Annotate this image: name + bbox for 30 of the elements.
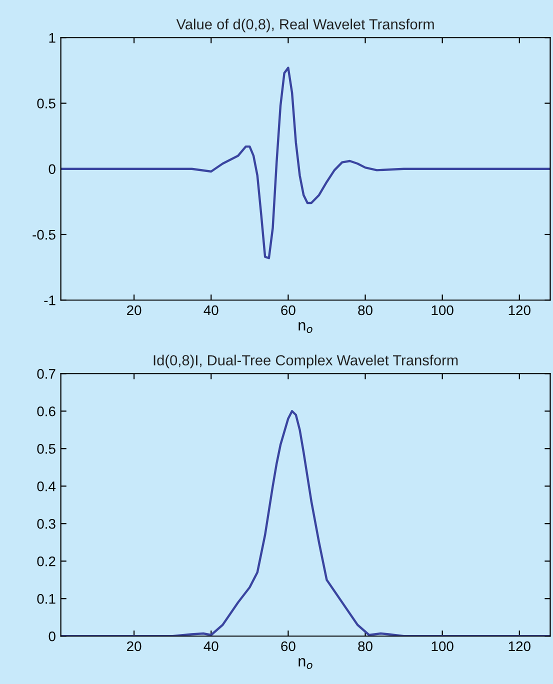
y-tick-label: 0.5 [37, 444, 56, 454]
x-tick-label: 120 [508, 641, 530, 652]
x-tick-label: 20 [127, 305, 142, 316]
y-tick-label: 1 [49, 33, 56, 43]
x-tick-label: 60 [281, 641, 296, 652]
y-tick-label: 0.6 [37, 406, 56, 416]
y-tick-label: 0.3 [37, 518, 56, 529]
y-tick-label: 0.5 [37, 98, 56, 108]
x-tick-label: 100 [432, 641, 454, 652]
y-tick-label: 0.2 [37, 556, 56, 566]
y-tick-label: 0.7 [37, 368, 56, 379]
line-series [60, 66, 550, 260]
x-axis-title: n$_{o}$ [298, 658, 312, 670]
y-tick-label: 0 [48, 631, 56, 642]
y-tick-label: -0.5 [32, 230, 56, 240]
y-tick-label: 0 [48, 164, 56, 174]
x-tick-label: 40 [204, 641, 218, 652]
x-axis-title: n$_{o}$ [298, 322, 312, 334]
x-tick-label: 40 [204, 305, 218, 316]
x-tick-label: 80 [358, 305, 372, 316]
x-tick-label: 100 [432, 305, 454, 316]
x-tick-label: 20 [127, 641, 142, 652]
x-tick-label: 120 [508, 305, 530, 316]
chart-title: Id(0,8)I, Dual-Tree Complex Wavelet Transform [154, 354, 458, 368]
chart-title: Value of d(0,8), Real Wavelet Transform [176, 18, 434, 32]
x-tick-label: 80 [358, 641, 372, 652]
x-tick-label: 60 [281, 305, 296, 316]
y-tick-label: -1 [44, 296, 56, 306]
y-tick-label: 0.1 [37, 594, 56, 604]
y-tick-label: 0.4 [37, 481, 56, 492]
